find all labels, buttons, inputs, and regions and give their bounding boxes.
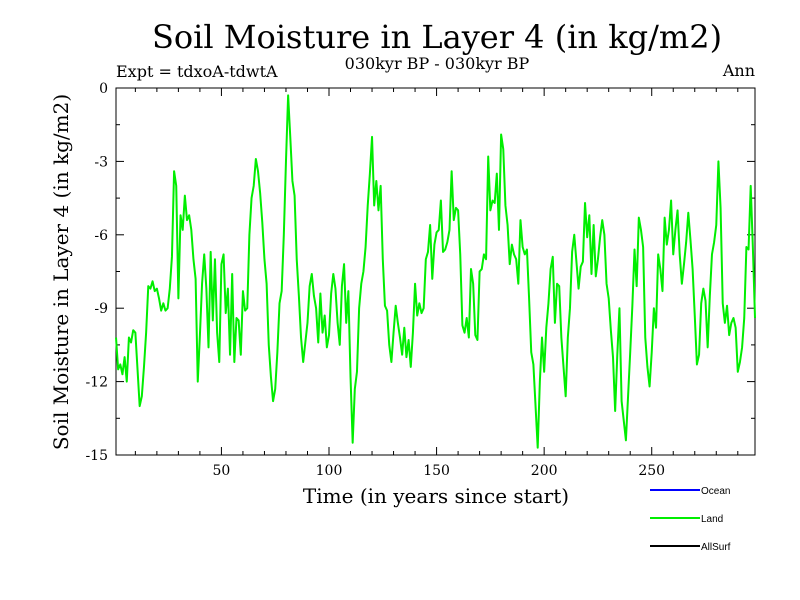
y-tick-label: 0 bbox=[99, 81, 108, 97]
axes: 50 100 150 200 250 0 -3 -6 -9 -12 -15 bbox=[85, 81, 756, 479]
chart-title: Soil Moisture in Layer 4 (in kg/m2) bbox=[152, 18, 722, 56]
legend-label-ocean: Ocean bbox=[701, 486, 730, 497]
series-line-land bbox=[115, 94, 756, 449]
x-tick-label: 200 bbox=[531, 463, 558, 479]
x-tick-label: 250 bbox=[638, 463, 665, 479]
y-tick-label: -15 bbox=[85, 448, 108, 464]
x-tick-label: 100 bbox=[316, 463, 343, 479]
season-label: Ann bbox=[722, 61, 755, 80]
chart-subtitle: 030kyr BP - 030kyr BP bbox=[345, 54, 530, 73]
y-tick-label: -12 bbox=[85, 375, 108, 391]
plot-area bbox=[115, 94, 756, 449]
y-tick-label: -3 bbox=[94, 154, 108, 170]
legend: Ocean Land AllSurf bbox=[650, 486, 731, 553]
legend-label-allsurf: AllSurf bbox=[701, 542, 731, 553]
experiment-label: Expt = tdxoA-tdwtA bbox=[116, 62, 278, 81]
y-tick-label: -6 bbox=[94, 228, 108, 244]
x-tick-label: 50 bbox=[213, 463, 231, 479]
y-tick-label: -9 bbox=[94, 301, 108, 317]
y-axis-label: Soil Moisture in Layer 4 (in kg/m2) bbox=[49, 94, 73, 450]
x-axis-label: Time (in years since start) bbox=[303, 484, 569, 508]
x-tick-label: 150 bbox=[423, 463, 450, 479]
legend-label-land: Land bbox=[701, 514, 723, 525]
